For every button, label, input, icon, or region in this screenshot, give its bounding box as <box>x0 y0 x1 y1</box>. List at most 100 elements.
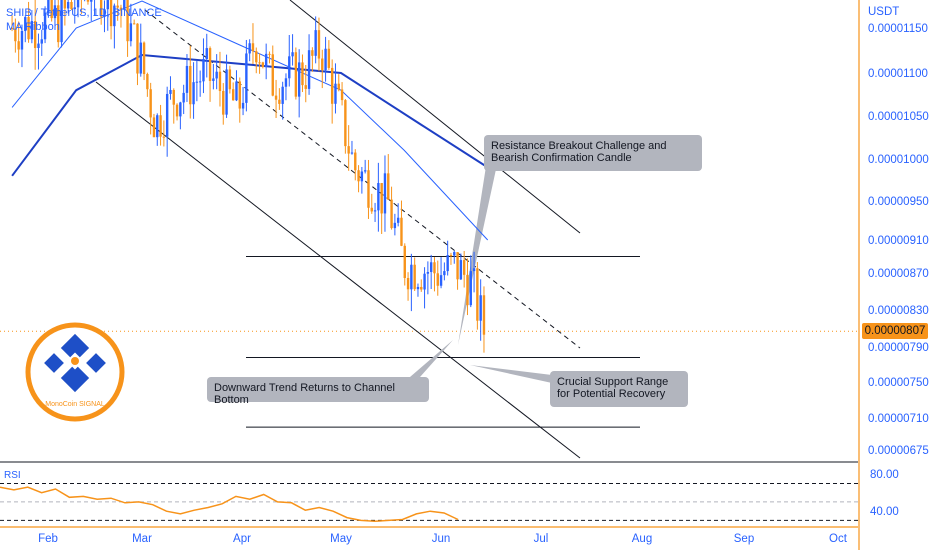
candle-body <box>363 170 367 172</box>
rsi-line <box>0 486 459 523</box>
candle-body <box>357 170 360 182</box>
candle-body <box>70 1 73 10</box>
candle-body <box>53 5 57 19</box>
time-tick-label: Aug <box>632 533 652 545</box>
candle-body <box>469 271 472 306</box>
candle-body <box>466 274 469 306</box>
candle-body <box>162 136 166 138</box>
trend-pointer <box>410 340 453 377</box>
candle-body <box>241 102 245 109</box>
candle-body <box>350 152 354 154</box>
price-tick-label: 0.00000750 <box>868 377 929 389</box>
candle-body <box>370 207 373 212</box>
price-tick-label: 0.00001100 <box>868 68 928 80</box>
candle-body <box>231 89 235 101</box>
candle-body <box>307 50 311 89</box>
candle-body <box>50 0 53 19</box>
candle-body <box>139 42 142 74</box>
candle-body <box>423 273 426 290</box>
rsi-label: RSI <box>4 470 21 481</box>
candle-body <box>327 48 331 68</box>
candle-body <box>413 264 416 290</box>
candle-body <box>383 173 387 214</box>
candle-body <box>439 275 443 286</box>
candle-body <box>215 71 218 79</box>
time-tick-label: May <box>330 533 352 545</box>
candle-body <box>106 0 109 10</box>
candle-body <box>314 30 317 56</box>
candle-body <box>377 183 380 211</box>
candle-body <box>347 146 350 154</box>
candle-body <box>192 82 195 105</box>
time-tick-label: Mar <box>132 533 152 545</box>
logo-text: MonoCoin SIGNAL <box>45 401 105 408</box>
candle-body <box>198 81 202 83</box>
candle-body <box>60 0 63 43</box>
candle-body <box>126 0 129 42</box>
candle-body <box>297 62 301 97</box>
candle-body <box>195 81 199 83</box>
candle-body <box>274 95 278 100</box>
candle-body <box>119 7 123 10</box>
candle-body <box>403 245 406 278</box>
rsi-tick-label: 80.00 <box>870 469 899 481</box>
currency-label: USDT <box>868 6 899 18</box>
candle-body <box>103 9 106 17</box>
candle-body <box>109 0 113 27</box>
candle-body <box>344 100 347 147</box>
candle-body <box>462 260 466 275</box>
candle-body <box>99 0 103 17</box>
candle-body <box>235 81 238 101</box>
candle-body <box>433 262 436 274</box>
candle-body <box>400 217 403 246</box>
candle-body <box>367 170 370 208</box>
candle-body <box>387 173 390 200</box>
channel-bottom-line <box>95 81 581 459</box>
trend-callout: Downward Trend Returns to Channel Bottom <box>207 377 429 406</box>
price-tick-label: 0.00001150 <box>868 23 928 35</box>
channel-mid-line <box>144 9 581 349</box>
candle-body <box>301 62 304 86</box>
candle-body <box>27 17 30 40</box>
candle-body <box>156 115 159 138</box>
candle-body <box>86 0 90 2</box>
candle-body <box>57 5 60 43</box>
candle-body <box>47 0 50 13</box>
price-tick-label: 0.00000675 <box>868 445 929 457</box>
candle-body <box>222 90 225 115</box>
time-tick-label: Feb <box>38 533 58 545</box>
resistance-callout-text: Resistance Breakout Challenge and Bearis… <box>491 140 667 164</box>
candle-body <box>420 286 423 290</box>
candle-body <box>248 43 251 54</box>
candle-body <box>152 117 156 138</box>
candle-body <box>396 217 400 223</box>
candle-body <box>354 152 357 171</box>
rsi-tick-label: 40.00 <box>870 506 899 518</box>
candle-body <box>43 12 47 40</box>
candle-body <box>324 48 327 71</box>
candle-body <box>218 71 222 91</box>
time-tick-label: Jul <box>534 533 549 545</box>
candle-body <box>136 23 139 74</box>
candle-body <box>410 264 413 290</box>
support-callout-text: Crucial Support Range for Potential Reco… <box>557 376 669 400</box>
candle-body <box>182 92 185 103</box>
candle-body <box>123 0 126 10</box>
candle-body <box>185 65 189 93</box>
rsi-panel <box>0 482 858 523</box>
candle-body <box>189 65 192 105</box>
candle-body <box>255 51 258 63</box>
candle-body <box>479 295 482 321</box>
candle-body <box>202 58 205 82</box>
time-tick-label: Apr <box>233 533 251 545</box>
candle-body <box>416 286 420 290</box>
candle-body <box>311 50 314 56</box>
binance-logo-icon: MonoCoin SIGNAL <box>25 322 125 422</box>
candle-body <box>90 0 93 2</box>
candle-body <box>278 99 281 104</box>
current-price-badge: 0.00000807 <box>862 323 928 339</box>
candle-body <box>334 83 337 104</box>
candle-body <box>205 48 208 59</box>
channel-top-line <box>289 0 581 234</box>
